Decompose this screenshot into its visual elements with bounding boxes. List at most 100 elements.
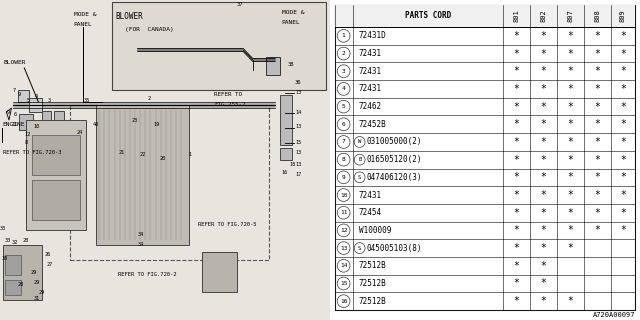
- Text: *: *: [513, 66, 519, 76]
- Text: *: *: [568, 31, 573, 41]
- Text: *: *: [540, 101, 547, 112]
- Text: REFER TO: REFER TO: [214, 92, 243, 98]
- Text: 16: 16: [282, 170, 288, 174]
- Bar: [280, 95, 292, 145]
- Text: 3: 3: [48, 98, 51, 102]
- Text: MODE &: MODE &: [74, 12, 96, 18]
- Text: *: *: [513, 296, 519, 306]
- Text: *: *: [620, 208, 626, 218]
- Circle shape: [337, 29, 350, 42]
- Text: 4: 4: [342, 86, 346, 92]
- Bar: [3, 245, 42, 300]
- Text: *: *: [513, 84, 519, 94]
- Text: 5: 5: [342, 104, 346, 109]
- Text: *: *: [513, 225, 519, 236]
- Text: 72431: 72431: [358, 190, 382, 200]
- Text: *: *: [540, 84, 547, 94]
- Text: *: *: [513, 119, 519, 129]
- Circle shape: [337, 295, 350, 308]
- Bar: [42, 111, 51, 123]
- Text: 17: 17: [296, 172, 302, 178]
- Text: *: *: [595, 101, 600, 112]
- Text: *: *: [540, 225, 547, 236]
- Text: 1: 1: [342, 33, 346, 38]
- Text: 72512B: 72512B: [358, 261, 387, 270]
- Text: *: *: [568, 190, 573, 200]
- Circle shape: [337, 118, 350, 131]
- Text: 10: 10: [340, 193, 348, 197]
- Text: 031005000(2): 031005000(2): [366, 138, 422, 147]
- Text: 13: 13: [340, 245, 348, 251]
- Circle shape: [337, 171, 350, 184]
- Circle shape: [354, 172, 365, 183]
- Circle shape: [337, 260, 350, 272]
- Text: *: *: [568, 172, 573, 182]
- Bar: [96, 105, 189, 245]
- Text: *: *: [620, 172, 626, 182]
- Text: 2: 2: [342, 51, 346, 56]
- Text: 29: 29: [30, 269, 36, 275]
- Text: PANEL: PANEL: [282, 20, 300, 25]
- Bar: [18, 90, 29, 102]
- Text: 33: 33: [0, 226, 6, 230]
- Text: *: *: [513, 278, 519, 288]
- Text: 12: 12: [24, 132, 31, 137]
- Bar: [266, 57, 280, 75]
- Circle shape: [337, 224, 350, 237]
- Circle shape: [337, 277, 350, 290]
- Text: *: *: [568, 119, 573, 129]
- Text: (FOR  CANADA): (FOR CANADA): [125, 27, 173, 31]
- Text: 72454: 72454: [358, 208, 382, 217]
- Text: 9: 9: [342, 175, 346, 180]
- Text: 7: 7: [13, 87, 16, 92]
- Text: *: *: [540, 137, 547, 147]
- Text: *: *: [620, 49, 626, 59]
- Text: 72431: 72431: [358, 49, 382, 58]
- Circle shape: [354, 137, 365, 148]
- Text: 047406120(3): 047406120(3): [366, 173, 422, 182]
- Text: 2: 2: [147, 95, 150, 100]
- Circle shape: [354, 243, 365, 253]
- Text: 32: 32: [12, 241, 18, 245]
- Text: 15: 15: [296, 140, 302, 145]
- Text: 8: 8: [342, 157, 346, 162]
- Text: 9: 9: [7, 109, 10, 115]
- Text: 34: 34: [138, 233, 144, 237]
- Text: 35: 35: [83, 98, 90, 102]
- Text: *: *: [595, 208, 600, 218]
- Text: 9: 9: [17, 92, 20, 97]
- Bar: [54, 111, 64, 123]
- Text: *: *: [595, 225, 600, 236]
- Text: *: *: [595, 119, 600, 129]
- Text: 808: 808: [595, 10, 600, 22]
- Text: W: W: [358, 140, 361, 144]
- Text: 31: 31: [33, 295, 40, 300]
- Text: 1: 1: [189, 153, 192, 157]
- Text: *: *: [595, 31, 600, 41]
- Text: *: *: [595, 155, 600, 165]
- Text: 016505120(2): 016505120(2): [366, 155, 422, 164]
- Text: 18: 18: [289, 163, 296, 167]
- Circle shape: [354, 154, 365, 165]
- Text: *: *: [595, 66, 600, 76]
- Text: B: B: [358, 157, 361, 162]
- Text: *: *: [568, 84, 573, 94]
- Text: *: *: [620, 190, 626, 200]
- Circle shape: [337, 189, 350, 201]
- Bar: [202, 252, 237, 292]
- Text: 26: 26: [45, 252, 51, 257]
- Text: BLOWER: BLOWER: [3, 60, 26, 65]
- Text: 19: 19: [154, 122, 160, 126]
- Text: 29: 29: [34, 279, 40, 284]
- Text: 72452B: 72452B: [358, 120, 387, 129]
- Circle shape: [337, 242, 350, 254]
- Text: A720A00097: A720A00097: [593, 312, 635, 318]
- Circle shape: [337, 153, 350, 166]
- Text: 72431: 72431: [358, 84, 382, 93]
- Text: 72462: 72462: [358, 102, 382, 111]
- Text: *: *: [513, 101, 519, 112]
- Text: 34: 34: [138, 243, 144, 247]
- Bar: [32, 180, 80, 220]
- Text: *: *: [595, 172, 600, 182]
- Text: *: *: [540, 296, 547, 306]
